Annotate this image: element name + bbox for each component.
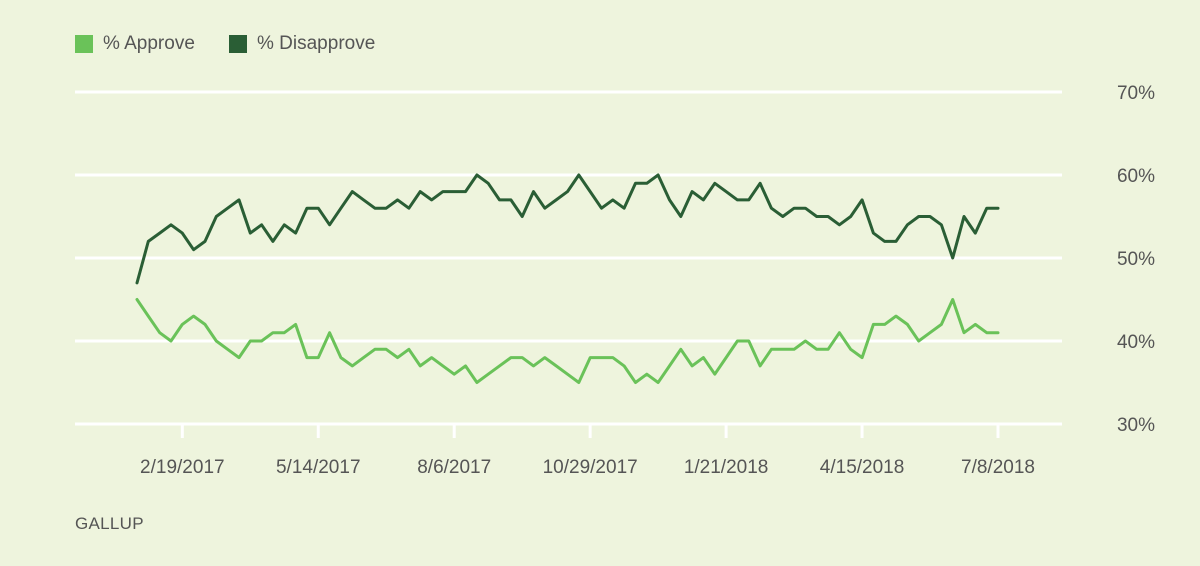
- legend-label-disapprove: % Disapprove: [257, 33, 376, 54]
- x-tick-label: 10/29/2017: [543, 457, 638, 478]
- y-tick-label: 70%: [1117, 83, 1155, 104]
- source-label: GALLUP: [75, 514, 144, 533]
- x-tick-label: 1/21/2018: [684, 457, 769, 478]
- y-tick-label: 50%: [1117, 249, 1155, 270]
- disapprove-series-line: [135, 173, 1000, 285]
- approve-series-line: [135, 298, 1000, 384]
- x-tick-label: 4/15/2018: [820, 457, 905, 478]
- legend-label-approve: % Approve: [103, 33, 195, 54]
- grid-lines: [75, 90, 1062, 426]
- x-tick-label: 2/19/2017: [140, 457, 225, 478]
- disapprove-swatch: [229, 35, 247, 53]
- approve-swatch: [75, 35, 93, 53]
- x-tick-label: 7/8/2018: [961, 457, 1035, 478]
- legend-item-disapprove: % Disapprove: [229, 33, 375, 55]
- x-tick-label: 5/14/2017: [276, 457, 361, 478]
- legend-item-approve: % Approve: [75, 33, 195, 55]
- y-axis-ticks: 30% 40% 50% 60% 70%: [1117, 83, 1155, 436]
- x-axis-ticks: 2/19/2017 5/14/2017 8/6/2017 10/29/2017 1/21…: [140, 424, 1035, 478]
- y-tick-label: 30%: [1117, 415, 1155, 436]
- series-lines: [135, 173, 1000, 384]
- y-tick-label: 40%: [1117, 332, 1155, 353]
- x-tick-label: 8/6/2017: [417, 457, 491, 478]
- y-tick-label: 60%: [1117, 166, 1155, 187]
